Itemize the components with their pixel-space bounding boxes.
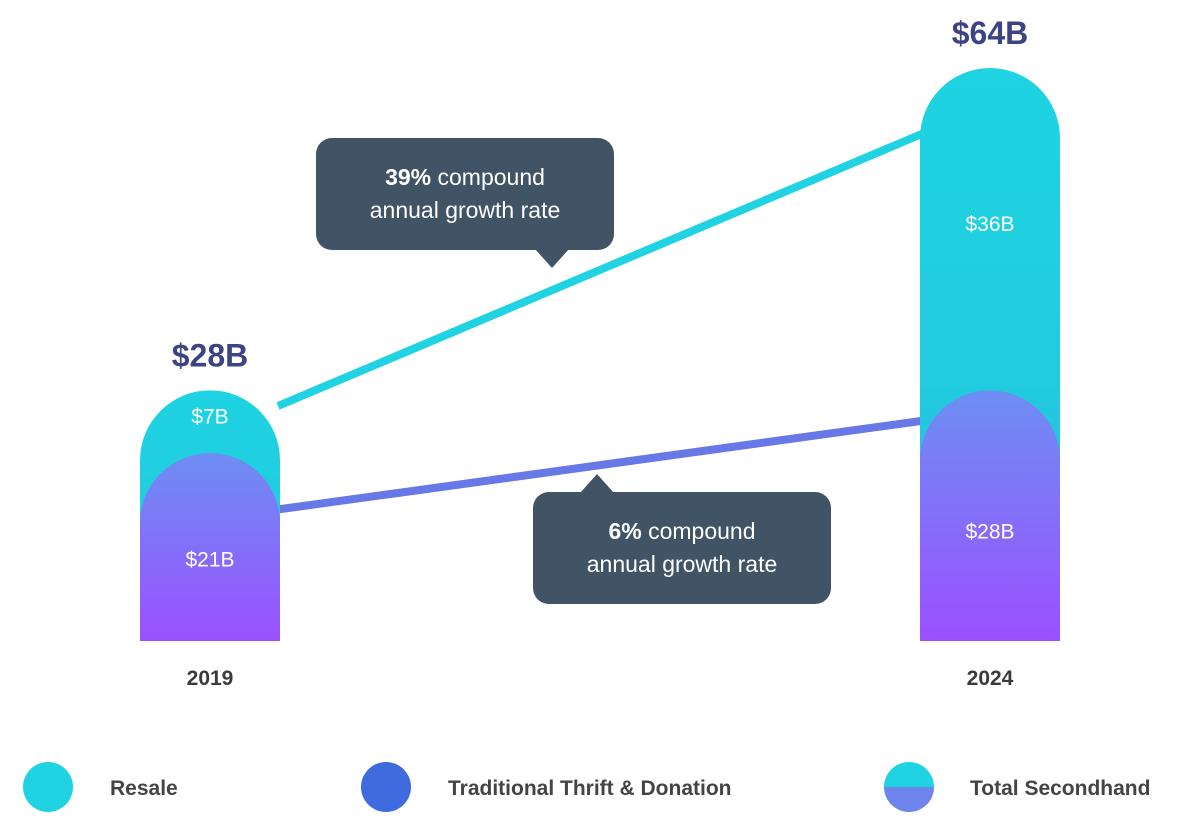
line-thrift-growth (273, 416, 929, 514)
callout-thrift-cagr-pointer (580, 474, 614, 493)
legend-label-total: Total Secondhand (970, 777, 1150, 800)
bar-thrift-2024 (920, 390, 1060, 641)
data-label-thrift-2019: $21B (185, 548, 234, 571)
data-label-resale-2024: $36B (965, 213, 1014, 236)
legend-swatch-resale (23, 762, 73, 812)
legend-swatch-total-top (884, 762, 934, 787)
callout-thrift-cagr-line1: 6% compound (608, 518, 755, 544)
callout-thrift-cagr-box (533, 492, 831, 604)
data-label-resale-2019: $7B (191, 406, 228, 429)
line-resale-growth (276, 129, 926, 410)
total-label-2024: $64B (952, 15, 1029, 51)
callout-resale-cagr-line1: 39% compound (385, 164, 545, 190)
callout-resale-cagr-line2: annual growth rate (370, 197, 561, 223)
legend-swatch-total-bottom (884, 787, 934, 812)
x-tick-2024: 2024 (967, 667, 1014, 690)
x-tick-2019: 2019 (187, 667, 234, 690)
callout-thrift-cagr-line2: annual growth rate (587, 551, 778, 577)
bar-thrift-2019 (140, 452, 280, 641)
legend-label-thrift: Traditional Thrift & Donation (448, 777, 731, 800)
callout-resale-cagr-pointer (535, 249, 569, 268)
legend-swatch-thrift (361, 762, 411, 812)
legend-label-resale: Resale (110, 777, 178, 800)
callout-resale-cagr-box (316, 138, 614, 250)
data-label-thrift-2024: $28B (965, 521, 1014, 544)
total-label-2019: $28B (172, 337, 249, 373)
